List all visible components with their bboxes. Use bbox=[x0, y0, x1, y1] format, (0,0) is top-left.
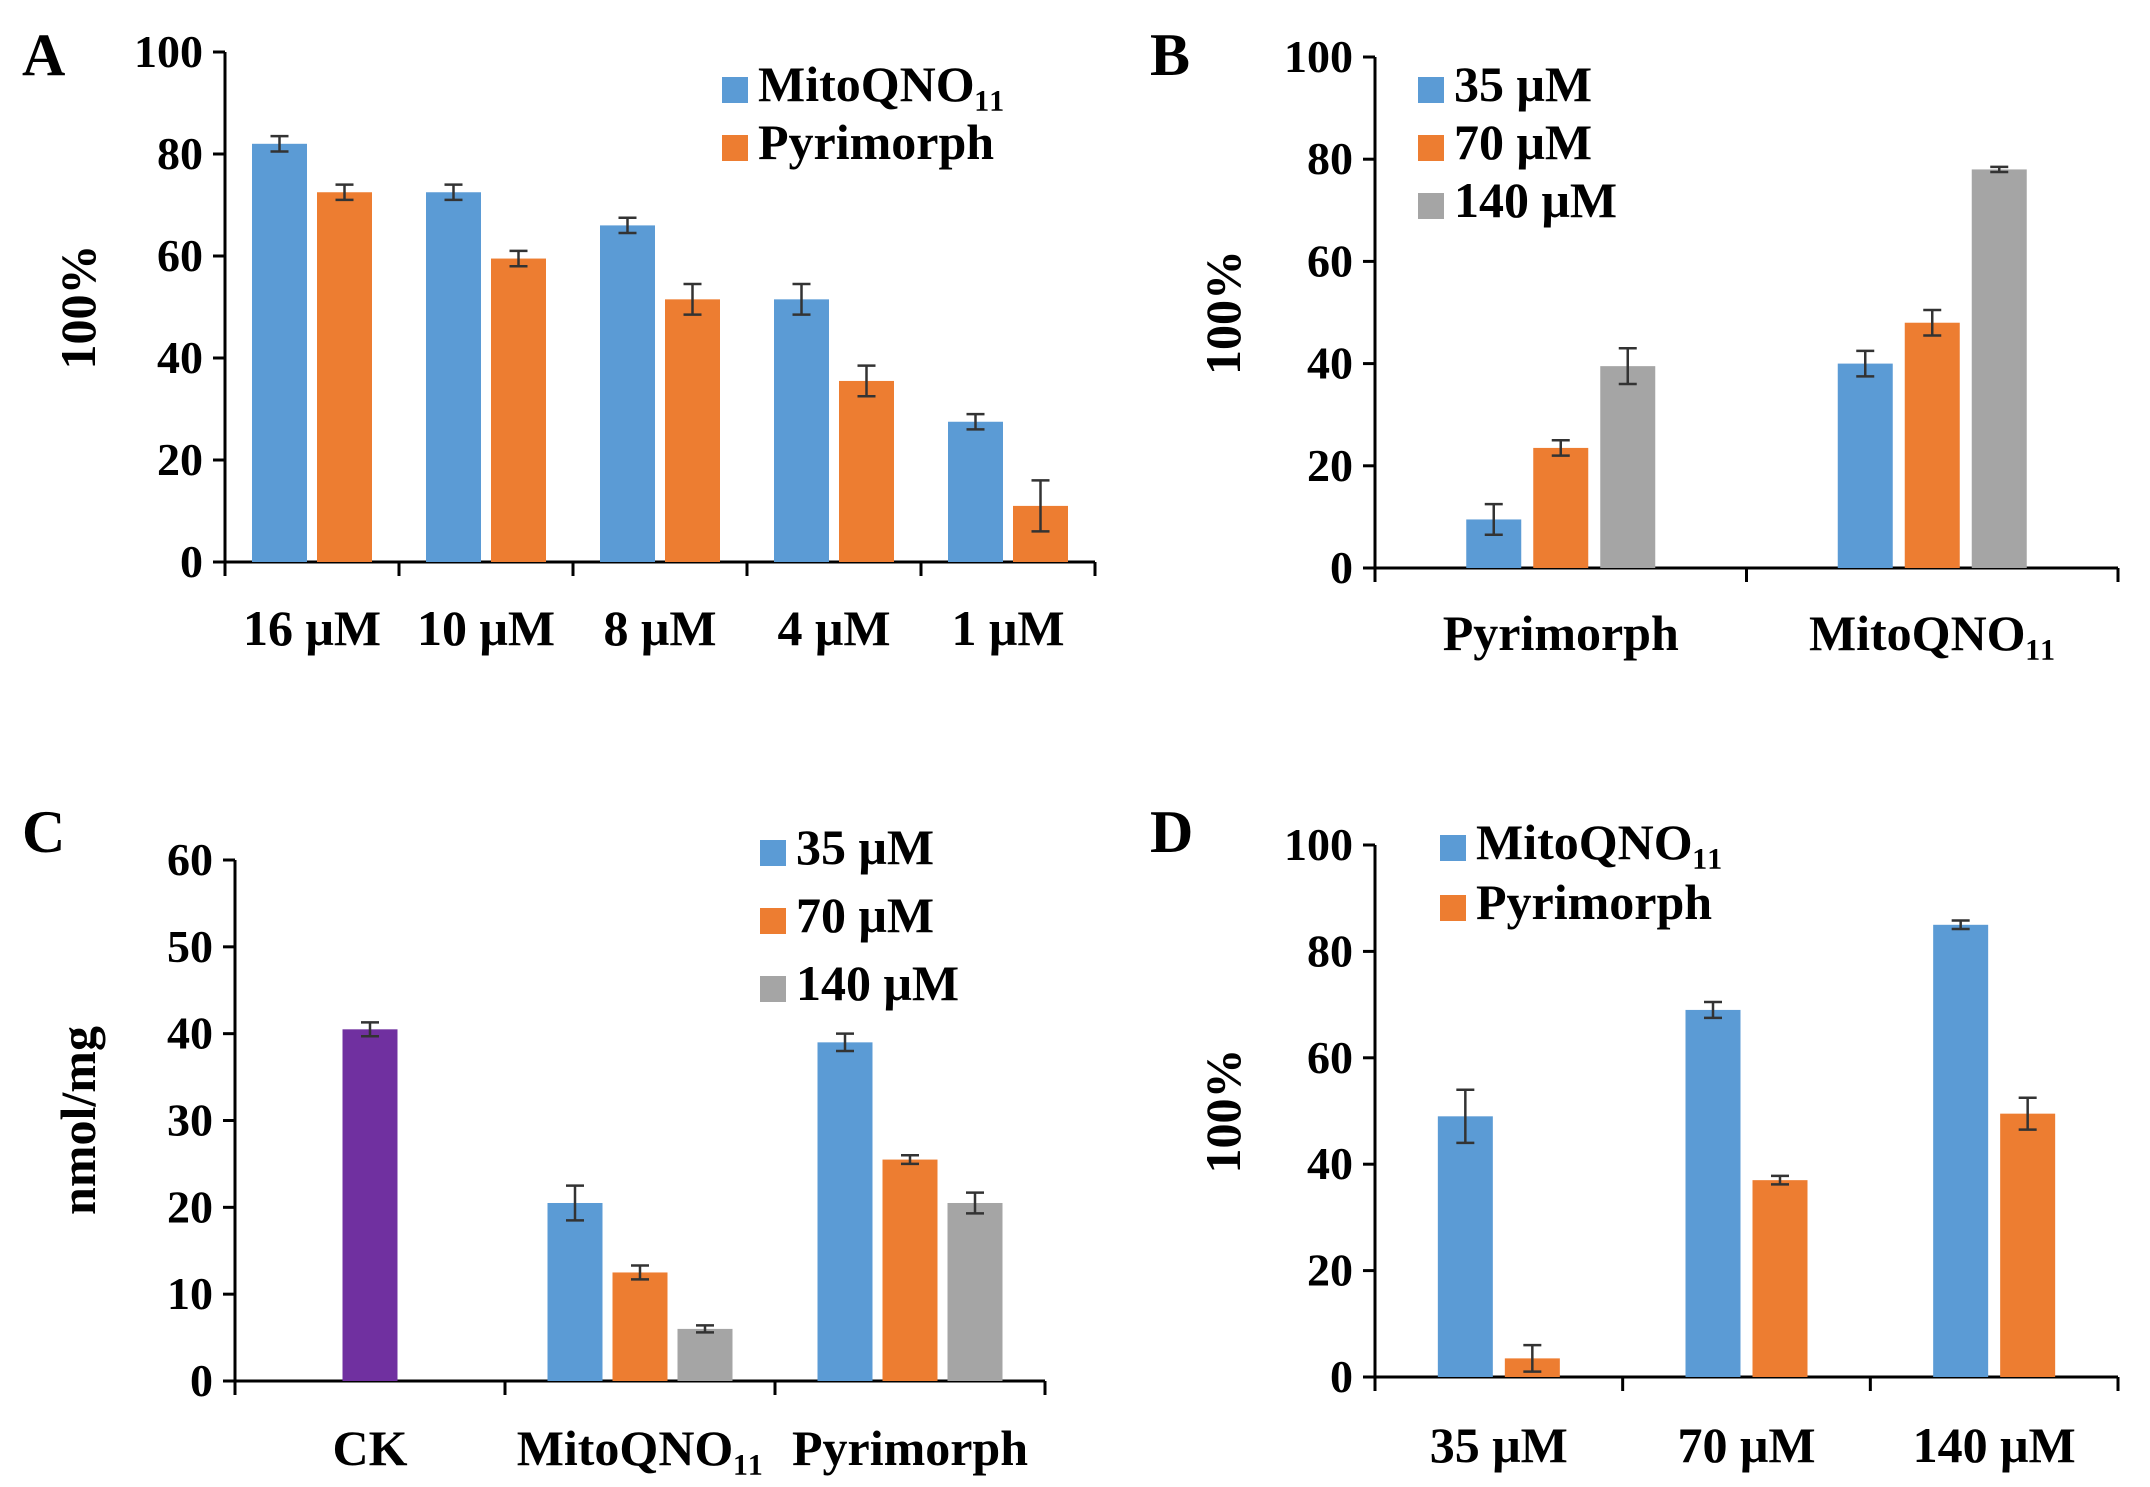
panel-b-y-tick-label: 40 bbox=[1307, 338, 1353, 389]
panel-c-category-label: MitoQNO₁₁ bbox=[517, 1420, 764, 1476]
panel-b-bar bbox=[1837, 363, 1893, 568]
panel-b-legend-label: 70 μM bbox=[1454, 114, 1592, 170]
panel-a-y-tick-label: 60 bbox=[157, 230, 203, 281]
panel-a-letter: A bbox=[22, 22, 65, 88]
panel-a-legend-swatch bbox=[722, 77, 748, 103]
panel-d-bar bbox=[1752, 1180, 1808, 1377]
panel-d-category-label: 70 μM bbox=[1677, 1417, 1815, 1473]
panel-b-legend-swatch bbox=[1418, 193, 1444, 219]
panel-d-letter: D bbox=[1150, 799, 1193, 865]
panel-a-y-tick-label: 100 bbox=[134, 26, 203, 77]
panel-d-legend-swatch bbox=[1440, 895, 1466, 921]
panel-a-legend-label: Pyrimorph bbox=[758, 114, 994, 170]
panel-a-bar bbox=[600, 225, 655, 562]
panel-c-y-tick-label: 10 bbox=[167, 1268, 213, 1319]
panel-c: C 0 10 20 30 40 50 60 nmol/mg CK MitoQNO₁₁ Pyrimor… bbox=[22, 799, 1047, 1476]
panel-c-legend-label: 70 μM bbox=[796, 887, 934, 943]
panel-c-y-tick-label: 20 bbox=[167, 1181, 213, 1232]
panel-d-legend-swatch bbox=[1440, 835, 1466, 861]
panel-d-y-tick-label: 40 bbox=[1307, 1138, 1353, 1189]
panel-c-category-label: Pyrimorph bbox=[792, 1420, 1028, 1476]
panel-d-category-label: 140 μM bbox=[1913, 1417, 2076, 1473]
panel-c-bar bbox=[677, 1328, 733, 1381]
panel-b-bar bbox=[1971, 169, 2027, 569]
panel-b-bar bbox=[1600, 366, 1656, 568]
panel-b-bar bbox=[1904, 322, 1960, 568]
panel-d-bar bbox=[1685, 1009, 1741, 1377]
panel-c-y-tick-label: 0 bbox=[190, 1355, 213, 1406]
panel-a: A 0 20 40 60 80 100 100% 16 μM 10 μM 8 μM 4 μM 1 μM… bbox=[22, 22, 1097, 656]
panel-b-bar bbox=[1533, 447, 1589, 568]
panel-b-y-axis-title: 100% bbox=[1195, 250, 1251, 375]
panel-a-y-tick-label: 80 bbox=[157, 128, 203, 179]
panel-d-legend-label: Pyrimorph bbox=[1476, 874, 1712, 930]
panel-b-y-tick-label: 0 bbox=[1330, 542, 1353, 593]
panel-c-bar bbox=[342, 1029, 398, 1381]
panel-b-letter: B bbox=[1150, 22, 1190, 88]
panel-b-legend-swatch bbox=[1418, 135, 1444, 161]
panel-b-y-tick-label: 60 bbox=[1307, 235, 1353, 286]
panel-c-legend-swatch bbox=[760, 976, 786, 1002]
panel-b-y-tick-label: 80 bbox=[1307, 133, 1353, 184]
panel-b-y-tick-label: 100 bbox=[1284, 31, 1353, 82]
panel-a-bar bbox=[948, 421, 1003, 562]
panel-c-bar bbox=[547, 1202, 603, 1381]
panel-c-legend-label: 140 μM bbox=[796, 955, 959, 1011]
panel-a-bar bbox=[491, 258, 546, 562]
panel-c-legend-label: 35 μM bbox=[796, 819, 934, 875]
panel-a-legend-swatch bbox=[722, 135, 748, 161]
panel-a-y-axis-title: 100% bbox=[50, 245, 106, 370]
panel-b: B 0 20 40 60 80 100 100% Pyrimorph MitoQNO₁₁ 35 μ… bbox=[1150, 22, 2120, 661]
panel-c-bar bbox=[947, 1202, 1003, 1381]
panel-c-y-axis-title: nmol/mg bbox=[50, 1026, 106, 1215]
panel-a-legend-label: MitoQNO₁₁ bbox=[758, 56, 1005, 112]
panel-d-y-tick-label: 80 bbox=[1307, 925, 1353, 976]
panel-d-y-tick-label: 100 bbox=[1284, 819, 1353, 870]
panel-a-y-tick-label: 20 bbox=[157, 434, 203, 485]
panel-a-category-label: 4 μM bbox=[777, 600, 890, 656]
panel-c-bar bbox=[882, 1159, 938, 1381]
panel-b-legend-label: 140 μM bbox=[1454, 172, 1617, 228]
panel-c-y-tick-label: 30 bbox=[167, 1095, 213, 1146]
panel-a-bar bbox=[665, 299, 720, 562]
panel-d-y-tick-label: 20 bbox=[1307, 1245, 1353, 1296]
panel-b-category-label: MitoQNO₁₁ bbox=[1809, 605, 2056, 661]
panel-d-category-label: 35 μM bbox=[1430, 1417, 1568, 1473]
panel-b-legend-label: 35 μM bbox=[1454, 56, 1592, 112]
panel-a-category-label: 10 μM bbox=[417, 600, 555, 656]
panel-b-legend-swatch bbox=[1418, 77, 1444, 103]
panel-a-y-tick-label: 40 bbox=[157, 332, 203, 383]
panel-a-bar bbox=[252, 143, 307, 563]
panel-c-y-tick-label: 50 bbox=[167, 921, 213, 972]
panel-a-bar bbox=[317, 192, 372, 562]
panel-d-y-tick-label: 0 bbox=[1330, 1351, 1353, 1402]
panel-a-bar bbox=[426, 192, 481, 562]
panel-c-category-label: CK bbox=[333, 1420, 408, 1476]
panel-b-category-label: Pyrimorph bbox=[1443, 605, 1679, 661]
panel-d-bar bbox=[1437, 1116, 1493, 1377]
panel-a-category-label: 16 μM bbox=[243, 600, 381, 656]
panel-b-y-tick-label: 20 bbox=[1307, 440, 1353, 491]
panel-c-bar bbox=[612, 1272, 668, 1381]
panel-c-bar bbox=[817, 1042, 873, 1381]
panel-a-y-tick-label: 0 bbox=[180, 536, 203, 587]
panel-c-legend-swatch bbox=[760, 840, 786, 866]
panel-c-legend-swatch bbox=[760, 908, 786, 934]
panel-a-bar bbox=[774, 299, 829, 562]
panel-a-bar bbox=[839, 380, 894, 562]
panel-c-y-tick-label: 60 bbox=[167, 834, 213, 885]
panel-c-y-tick-label: 40 bbox=[167, 1008, 213, 1059]
panel-c-letter: C bbox=[22, 799, 65, 865]
panel-d: D 0 20 40 60 80 100 100% 35 μM 70 μM 140 μM MitoQN… bbox=[1150, 799, 2120, 1473]
panel-d-y-axis-title: 100% bbox=[1195, 1049, 1251, 1174]
panel-d-bar bbox=[1933, 924, 1989, 1377]
panel-d-y-tick-label: 60 bbox=[1307, 1032, 1353, 1083]
panel-a-category-label: 8 μM bbox=[603, 600, 716, 656]
panel-d-bar bbox=[2000, 1113, 2056, 1377]
panel-a-category-label: 1 μM bbox=[951, 600, 1064, 656]
panel-d-legend-label: MitoQNO₁₁ bbox=[1476, 814, 1723, 870]
